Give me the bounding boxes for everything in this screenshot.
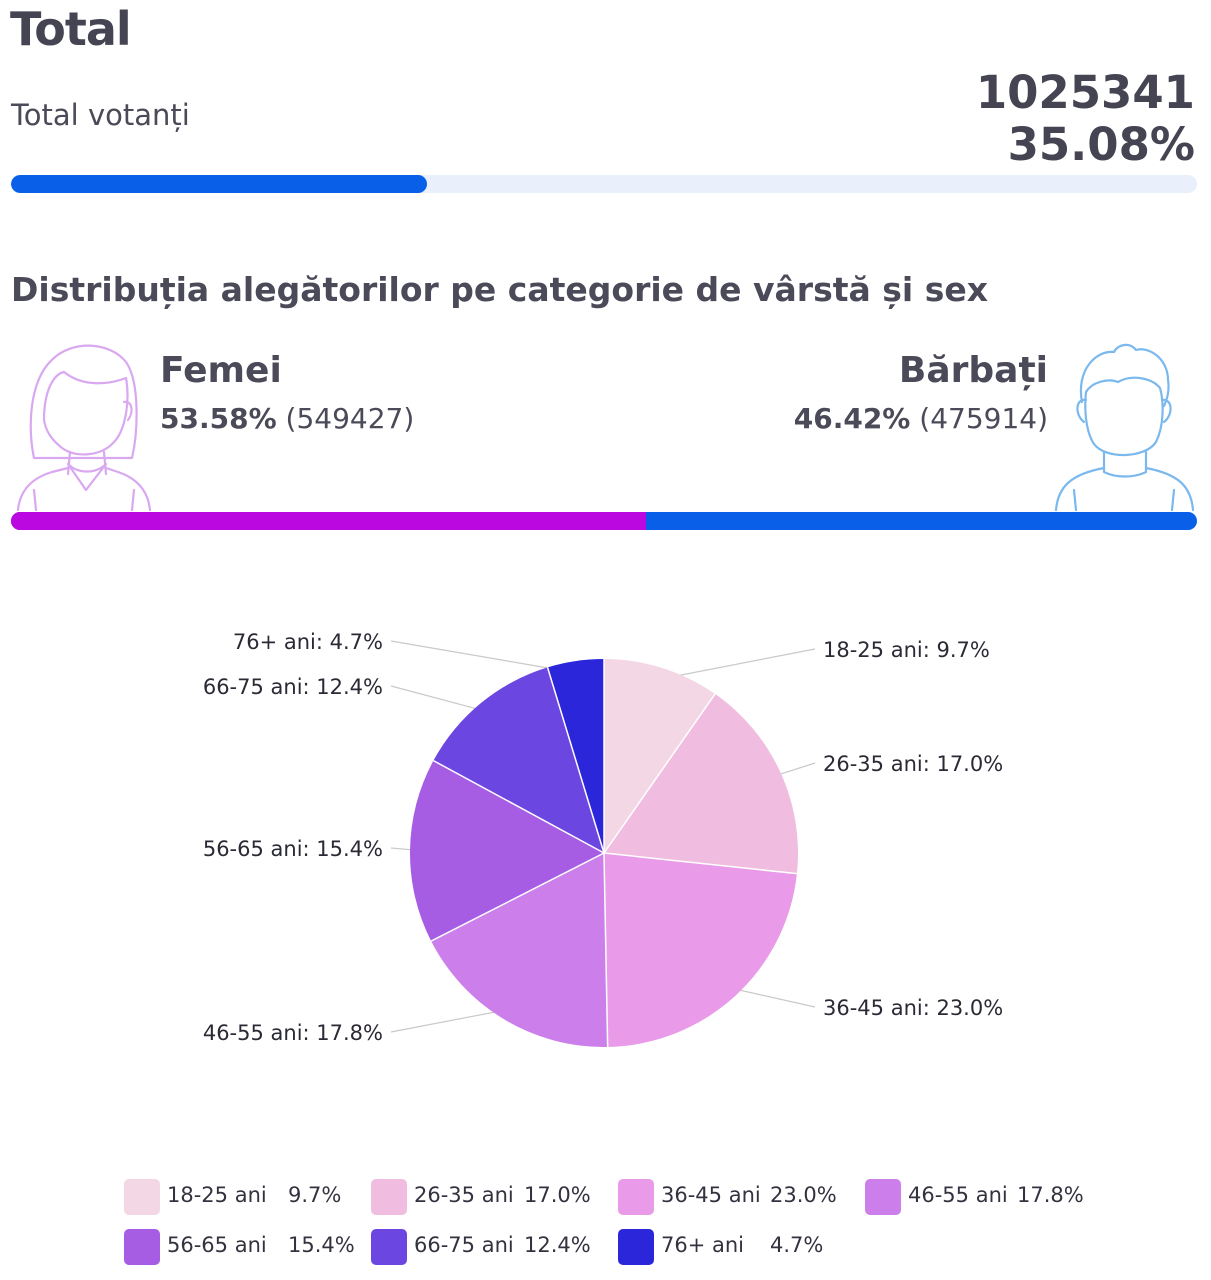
- slice-separator: [603, 693, 716, 854]
- legend-swatch: [618, 1179, 654, 1215]
- slice-separator: [603, 852, 609, 1047]
- distribution-title: Distribuția alegătorilor pe categorie de…: [11, 270, 988, 309]
- legend-label: 66-75 ani: [414, 1233, 514, 1257]
- slice-label: 46-55 ani: 17.8%: [203, 1021, 383, 1045]
- women-count: (549427): [285, 402, 415, 435]
- legend-swatch: [124, 1179, 160, 1215]
- slice-label: 66-75 ani: 12.4%: [203, 675, 383, 699]
- leader-line: [658, 648, 816, 680]
- turnout-progress-fill: [11, 175, 428, 193]
- legend-swatch: [618, 1229, 654, 1265]
- pie-slice-46-55-ani[interactable]: [431, 853, 608, 1047]
- legend-value: 17.0%: [524, 1183, 591, 1207]
- legend-swatch: [865, 1179, 901, 1215]
- slice-separator: [603, 852, 797, 875]
- page-title: Total: [10, 2, 132, 56]
- legend-swatch: [124, 1229, 160, 1265]
- men-count: (475914): [919, 402, 1048, 435]
- men-stat: 46.42% (475914): [794, 402, 1048, 435]
- legend-label: 26-35 ani: [414, 1183, 514, 1207]
- legend-value: 9.7%: [288, 1183, 342, 1207]
- slice-label: 76+ ani: 4.7%: [233, 630, 383, 654]
- woman-icon: [16, 344, 152, 512]
- legend-value: 15.4%: [288, 1233, 355, 1257]
- legend-label: 76+ ani: [661, 1233, 745, 1257]
- turnout-progress-bar: [11, 175, 1197, 193]
- slice-label: 18-25 ani: 9.7%: [823, 638, 990, 662]
- legend-value: 12.4%: [524, 1233, 591, 1257]
- slice-separator: [433, 759, 605, 854]
- leader-line: [390, 640, 578, 674]
- pie-slice-26-35-ani[interactable]: [604, 693, 798, 874]
- slice-separator: [546, 667, 605, 854]
- legend-swatch: [371, 1179, 407, 1215]
- gender-split-bar: [11, 512, 1197, 530]
- legend-label: 56-65 ani: [167, 1233, 267, 1257]
- total-voters-count: 1025341: [975, 66, 1195, 119]
- pie-slice-36-45-ani[interactable]: [604, 853, 797, 1047]
- slice-label: 56-65 ani: 15.4%: [203, 837, 383, 861]
- leader-line: [390, 685, 490, 713]
- total-voters-percent: 35.08%: [1007, 118, 1195, 171]
- women-label: Femei: [160, 350, 282, 391]
- legend-label: 18-25 ani: [167, 1183, 267, 1207]
- gender-split-women-fill: [11, 512, 647, 530]
- legend-label: 46-55 ani: [908, 1183, 1008, 1207]
- women-stat: 53.58% (549427): [160, 402, 414, 435]
- legend-value: 23.0%: [770, 1183, 837, 1207]
- leader-line: [726, 986, 816, 1008]
- slice-label: 36-45 ani: 23.0%: [823, 996, 1003, 1020]
- pie-slice-18-25-ani[interactable]: [604, 659, 716, 853]
- slice-label: 26-35 ani: 17.0%: [823, 752, 1003, 776]
- slice-separator: [430, 852, 605, 942]
- age-pie-chart: 18-25 ani: 9.7% 26-35 ani: 17.0% 36-45 ani…: [203, 630, 1003, 1047]
- total-voters-label: Total votanți: [11, 98, 190, 132]
- legend-value: 17.8%: [1017, 1183, 1084, 1207]
- men-percent: 46.42%: [793, 402, 911, 435]
- legend-label: 36-45 ani: [661, 1183, 761, 1207]
- legend-swatch: [371, 1229, 407, 1265]
- man-icon: [1054, 343, 1195, 512]
- legend-value: 4.7%: [770, 1233, 824, 1257]
- women-percent: 53.58%: [160, 402, 277, 435]
- leader-line: [390, 1008, 511, 1033]
- men-label: Bărbați: [898, 350, 1048, 391]
- pie-slice-56-65-ani[interactable]: [409, 760, 604, 942]
